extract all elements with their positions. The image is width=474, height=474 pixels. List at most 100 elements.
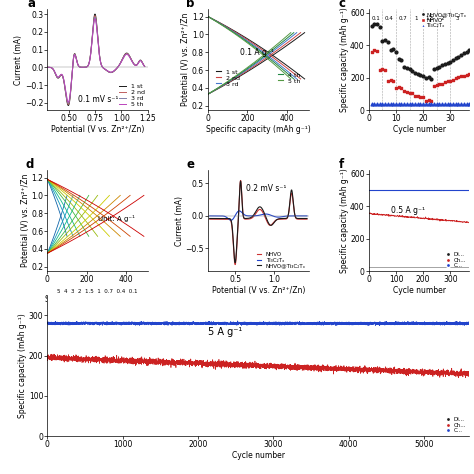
Point bbox=[465, 70, 473, 77]
Point bbox=[379, 100, 386, 108]
2 nd bbox=[118, 58, 124, 64]
Point bbox=[430, 100, 438, 108]
Point bbox=[371, 100, 378, 108]
Point bbox=[387, 100, 394, 108]
Text: 5  4  3  2  1.5  1  0.7  0.4  0.1: 5 4 3 2 1.5 1 0.7 0.4 0.1 bbox=[57, 289, 138, 294]
X-axis label: Specific capacity (mAh g⁻¹): Specific capacity (mAh g⁻¹) bbox=[206, 125, 310, 134]
Point bbox=[452, 55, 459, 62]
2 nd bbox=[142, 64, 147, 69]
NHVO@Ti₃C₂Tₓ bbox=[264, 216, 269, 221]
Point bbox=[392, 84, 400, 91]
Text: 0.1 A g⁻¹: 0.1 A g⁻¹ bbox=[240, 48, 274, 57]
Line: Ti₃C₂Tₓ: Ti₃C₂Tₓ bbox=[210, 211, 307, 220]
1 st bbox=[104, 68, 109, 73]
Point bbox=[398, 84, 405, 92]
Point bbox=[390, 77, 397, 85]
Point bbox=[414, 92, 421, 100]
Point bbox=[392, 100, 400, 108]
Point bbox=[387, 76, 394, 84]
Point bbox=[447, 77, 454, 84]
1 st bbox=[92, 11, 98, 17]
Point bbox=[376, 23, 383, 30]
NHVO@Ti₃C₂Tₓ bbox=[238, 178, 244, 184]
NHVO bbox=[264, 218, 269, 223]
5 th bbox=[45, 64, 50, 70]
X-axis label: Cycle number: Cycle number bbox=[392, 125, 446, 134]
Legend: 1 st, 2 nd, 3 rd, 5 th: 1 st, 2 nd, 3 rd, 5 th bbox=[119, 83, 145, 107]
Point bbox=[449, 56, 457, 64]
Line: 2 nd: 2 nd bbox=[47, 16, 145, 104]
Text: 3: 3 bbox=[456, 16, 459, 21]
NHVO bbox=[207, 216, 212, 222]
Point bbox=[390, 100, 397, 108]
Point bbox=[406, 100, 413, 108]
Point bbox=[465, 100, 473, 108]
Text: 5 A g⁻¹: 5 A g⁻¹ bbox=[208, 327, 242, 337]
Point bbox=[436, 81, 443, 88]
NHVO bbox=[304, 216, 310, 222]
Point bbox=[398, 100, 405, 108]
Point bbox=[436, 63, 443, 71]
Point bbox=[409, 89, 416, 97]
Point bbox=[463, 71, 470, 79]
Point bbox=[438, 62, 446, 69]
Point bbox=[398, 56, 405, 64]
3 rd bbox=[104, 67, 109, 73]
Point bbox=[422, 74, 429, 82]
Point bbox=[460, 100, 468, 108]
Text: d: d bbox=[25, 158, 34, 172]
Point bbox=[463, 100, 470, 108]
Point bbox=[425, 97, 432, 104]
Point bbox=[455, 53, 462, 61]
Point bbox=[457, 52, 465, 59]
NHVO@Ti₃C₂Tₓ bbox=[291, 204, 297, 210]
2 nd bbox=[92, 13, 98, 18]
Text: 0.4: 0.4 bbox=[385, 16, 393, 21]
Ti₃C₂Tₓ bbox=[237, 208, 242, 214]
Point bbox=[403, 100, 410, 108]
NHVO bbox=[238, 178, 244, 183]
Point bbox=[392, 48, 400, 55]
Point bbox=[401, 63, 408, 71]
1 st bbox=[128, 57, 134, 63]
Point bbox=[395, 100, 402, 108]
Point bbox=[444, 59, 451, 66]
Text: a: a bbox=[27, 0, 35, 10]
Point bbox=[433, 82, 440, 89]
Text: 0.7: 0.7 bbox=[398, 16, 407, 21]
Point bbox=[452, 100, 459, 108]
Text: 0.5 A g⁻¹: 0.5 A g⁻¹ bbox=[391, 206, 425, 215]
5 th bbox=[118, 59, 124, 64]
Point bbox=[449, 100, 457, 108]
Point bbox=[447, 100, 454, 108]
5 th bbox=[107, 69, 112, 75]
X-axis label: Cycle number: Cycle number bbox=[392, 286, 446, 295]
Point bbox=[403, 88, 410, 96]
Point bbox=[384, 100, 392, 108]
Ti₃C₂Tₓ bbox=[228, 218, 234, 223]
Point bbox=[433, 64, 440, 72]
Line: NHVO: NHVO bbox=[210, 181, 307, 264]
Text: 1.5: 1.5 bbox=[426, 16, 434, 21]
Text: f: f bbox=[339, 158, 344, 172]
2 nd bbox=[101, 66, 107, 72]
Point bbox=[425, 100, 432, 108]
Text: 2: 2 bbox=[440, 16, 444, 21]
3 rd bbox=[65, 100, 71, 106]
Point bbox=[411, 100, 419, 108]
Y-axis label: Specific capacity (mAh g⁻¹): Specific capacity (mAh g⁻¹) bbox=[340, 8, 349, 112]
Point bbox=[455, 100, 462, 108]
Y-axis label: Specific capacity (mAh g⁻¹): Specific capacity (mAh g⁻¹) bbox=[18, 313, 27, 418]
Point bbox=[411, 92, 419, 100]
Point bbox=[428, 75, 435, 82]
Point bbox=[433, 100, 440, 108]
Point bbox=[371, 46, 378, 54]
X-axis label: Specific capacity (mAh g⁻¹): Specific capacity (mAh g⁻¹) bbox=[45, 295, 150, 304]
Point bbox=[452, 74, 459, 82]
NHVO bbox=[291, 205, 297, 210]
2 nd bbox=[104, 68, 109, 73]
Point bbox=[428, 100, 435, 108]
1 st bbox=[107, 70, 112, 75]
Point bbox=[390, 46, 397, 53]
X-axis label: Cycle number: Cycle number bbox=[232, 451, 285, 460]
